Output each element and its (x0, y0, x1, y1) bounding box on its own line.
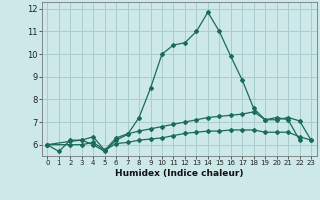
X-axis label: Humidex (Indice chaleur): Humidex (Indice chaleur) (115, 169, 244, 178)
